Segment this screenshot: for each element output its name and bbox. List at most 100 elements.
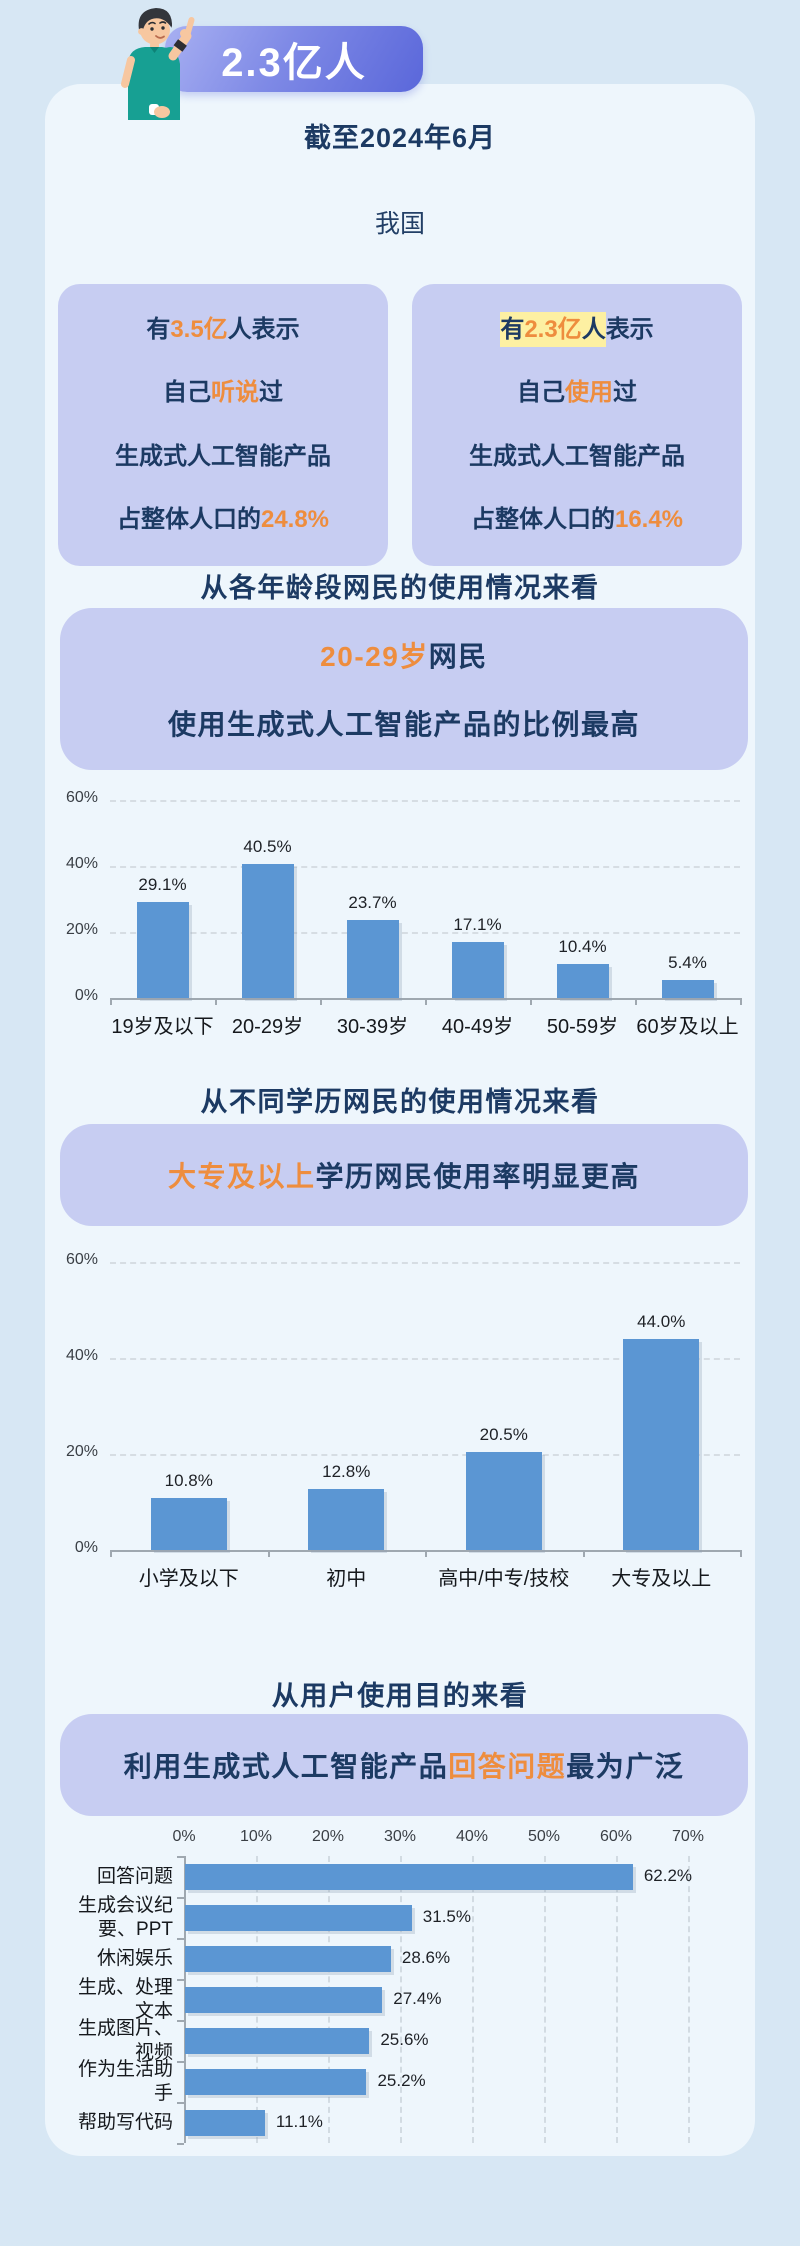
axis-tick bbox=[267, 1550, 270, 1557]
text-segment: 人 bbox=[581, 311, 606, 347]
bar bbox=[465, 1451, 542, 1550]
age-usage-chart: 0% 20% 40% 60% 29.1% 19岁及以下 40.5% 20-29岁 23.7% 30… bbox=[65, 780, 745, 1070]
axis-tick bbox=[582, 1550, 585, 1557]
callout-line: 大专及以上学历网民使用率明显更高 bbox=[168, 1155, 640, 1195]
row-label: 生成会议纪要、PPT bbox=[77, 1894, 173, 1940]
text-segment: 网民 bbox=[428, 641, 488, 673]
text-segment: 自己 bbox=[163, 379, 211, 407]
text-segment: 过 bbox=[613, 379, 637, 407]
text-segment: 生成式人工智能产品 bbox=[469, 442, 685, 470]
section-heading-purpose: 从用户使用目的来看 bbox=[271, 1681, 529, 1711]
text-segment: 使用生成式人工智能产品的比例最高 bbox=[167, 708, 640, 740]
man-pointing-illustration bbox=[121, 8, 195, 120]
bar-value-label: 11.1% bbox=[275, 2111, 323, 2131]
row-label: 生成、处理文本 bbox=[77, 1976, 173, 2022]
stat-line: 占整体人口的24.8% bbox=[117, 505, 329, 535]
axis-tick bbox=[740, 998, 742, 1005]
axis-tick bbox=[635, 998, 637, 1005]
x-tick-label: 10% bbox=[239, 1828, 273, 1845]
bar-value-label: 5.4% bbox=[668, 953, 707, 973]
callout-line: 20-29岁网民 bbox=[320, 635, 488, 675]
axis-tick bbox=[177, 1897, 184, 1899]
callout-education: 大专及以上学历网民使用率明显更高 bbox=[60, 1124, 748, 1226]
callout-age: 20-29岁网民 使用生成式人工智能产品的比例最高 bbox=[60, 608, 748, 770]
callout-purpose: 利用生成式人工智能产品回答问题最为广泛 bbox=[60, 1714, 748, 1816]
headline-text: 2.3亿人 bbox=[221, 41, 367, 85]
row-label: 帮助写代码 bbox=[77, 2111, 173, 2133]
section-heading-education: 从不同学历网民的使用情况来看 bbox=[200, 1087, 600, 1117]
stat-line: 有2.3亿人表示 bbox=[500, 311, 654, 347]
y-tick-label: 40% bbox=[65, 855, 98, 872]
bar bbox=[185, 1904, 412, 1931]
text-segment: 生成式人工智能产品 bbox=[115, 442, 331, 470]
text-segment: 使用 bbox=[565, 379, 613, 407]
x-tick-label: 20% bbox=[311, 1828, 345, 1845]
axis-tick bbox=[177, 1856, 184, 1858]
bar bbox=[185, 2027, 370, 2054]
category-label: 初中 bbox=[326, 1568, 367, 1590]
y-tick-label: 0% bbox=[74, 1539, 98, 1556]
bar bbox=[623, 1338, 700, 1550]
gridline bbox=[110, 1262, 740, 1264]
text-segment: 16.4% bbox=[614, 506, 684, 534]
category-label: 50-59岁 bbox=[546, 1016, 619, 1038]
stat-line: 自己使用过 bbox=[517, 378, 637, 408]
gridline bbox=[110, 1358, 740, 1360]
text-segment: 有 bbox=[146, 315, 171, 343]
bar bbox=[150, 1498, 227, 1550]
bar bbox=[661, 980, 714, 998]
bar bbox=[185, 1945, 391, 1972]
bar-value-label: 20.5% bbox=[479, 1424, 528, 1444]
bar-value-label: 62.2% bbox=[643, 1865, 693, 1885]
bar-value-label: 40.5% bbox=[243, 837, 292, 857]
bar-value-label: 23.7% bbox=[348, 892, 397, 912]
category-label: 小学及以下 bbox=[138, 1568, 239, 1590]
bar bbox=[241, 864, 294, 998]
axis-tick bbox=[425, 998, 427, 1005]
x-tick-label: 40% bbox=[455, 1828, 489, 1845]
text-segment: 24.8% bbox=[260, 506, 330, 534]
gridline bbox=[110, 932, 740, 934]
bar-value-label: 27.4% bbox=[393, 1988, 442, 2008]
text-segment: 20-29岁 bbox=[320, 641, 429, 673]
axis-tick bbox=[320, 998, 322, 1005]
text-segment: 占整体人口的 bbox=[116, 506, 261, 534]
x-tick-label: 70% bbox=[671, 1828, 705, 1845]
bar-value-label: 28.6% bbox=[401, 1947, 451, 1967]
axis-tick bbox=[110, 1550, 112, 1557]
gridline bbox=[472, 1856, 474, 2143]
bar-value-label: 10.8% bbox=[164, 1471, 213, 1491]
row-label: 休闲娱乐 bbox=[96, 1947, 173, 1969]
text-segment: 人表示 bbox=[227, 315, 300, 343]
bar bbox=[556, 963, 609, 998]
gridline bbox=[688, 1856, 690, 2143]
stat-line: 有3.5亿人表示 bbox=[146, 315, 299, 345]
axis-tick bbox=[110, 998, 112, 1005]
axis-tick bbox=[740, 1550, 742, 1557]
intro-text: 我国 bbox=[374, 210, 425, 238]
education-usage-chart: 0% 20% 40% 60% 10.8% 小学及以下 12.8% 初中 20.5% 高中/中专/技… bbox=[65, 1240, 745, 1592]
stat-card-used: 有2.3亿人表示 自己使用过 生成式人工智能产品 占整体人口的16.4% bbox=[412, 284, 742, 566]
text-segment: 占整体人口的 bbox=[470, 506, 615, 534]
y-tick-label: 60% bbox=[65, 1251, 98, 1268]
axis-tick bbox=[177, 1938, 184, 1940]
gridline bbox=[616, 1856, 618, 2143]
bar-value-label: 44.0% bbox=[637, 1311, 686, 1331]
callout-line: 使用生成式人工智能产品的比例最高 bbox=[168, 703, 640, 743]
text-segment: 自己 bbox=[517, 379, 565, 407]
headline-banner: 2.3亿人 bbox=[165, 26, 423, 92]
category-label: 20-29岁 bbox=[231, 1016, 304, 1038]
stat-line: 自己听说过 bbox=[163, 378, 283, 408]
text-segment: 过 bbox=[259, 379, 283, 407]
axis-tick bbox=[177, 2143, 184, 2145]
text-segment: 2.3亿 bbox=[524, 311, 582, 347]
axis-tick bbox=[530, 998, 532, 1005]
y-tick-label: 20% bbox=[65, 921, 98, 938]
bar-value-label: 31.5% bbox=[422, 1906, 471, 1926]
category-label: 高中/中专/技校 bbox=[438, 1568, 570, 1590]
axis-tick bbox=[425, 1550, 427, 1557]
category-label: 60岁及以上 bbox=[636, 1016, 739, 1038]
bar bbox=[346, 919, 399, 998]
bar-value-label: 25.2% bbox=[377, 2070, 426, 2090]
text-segment: 有 bbox=[500, 311, 525, 347]
